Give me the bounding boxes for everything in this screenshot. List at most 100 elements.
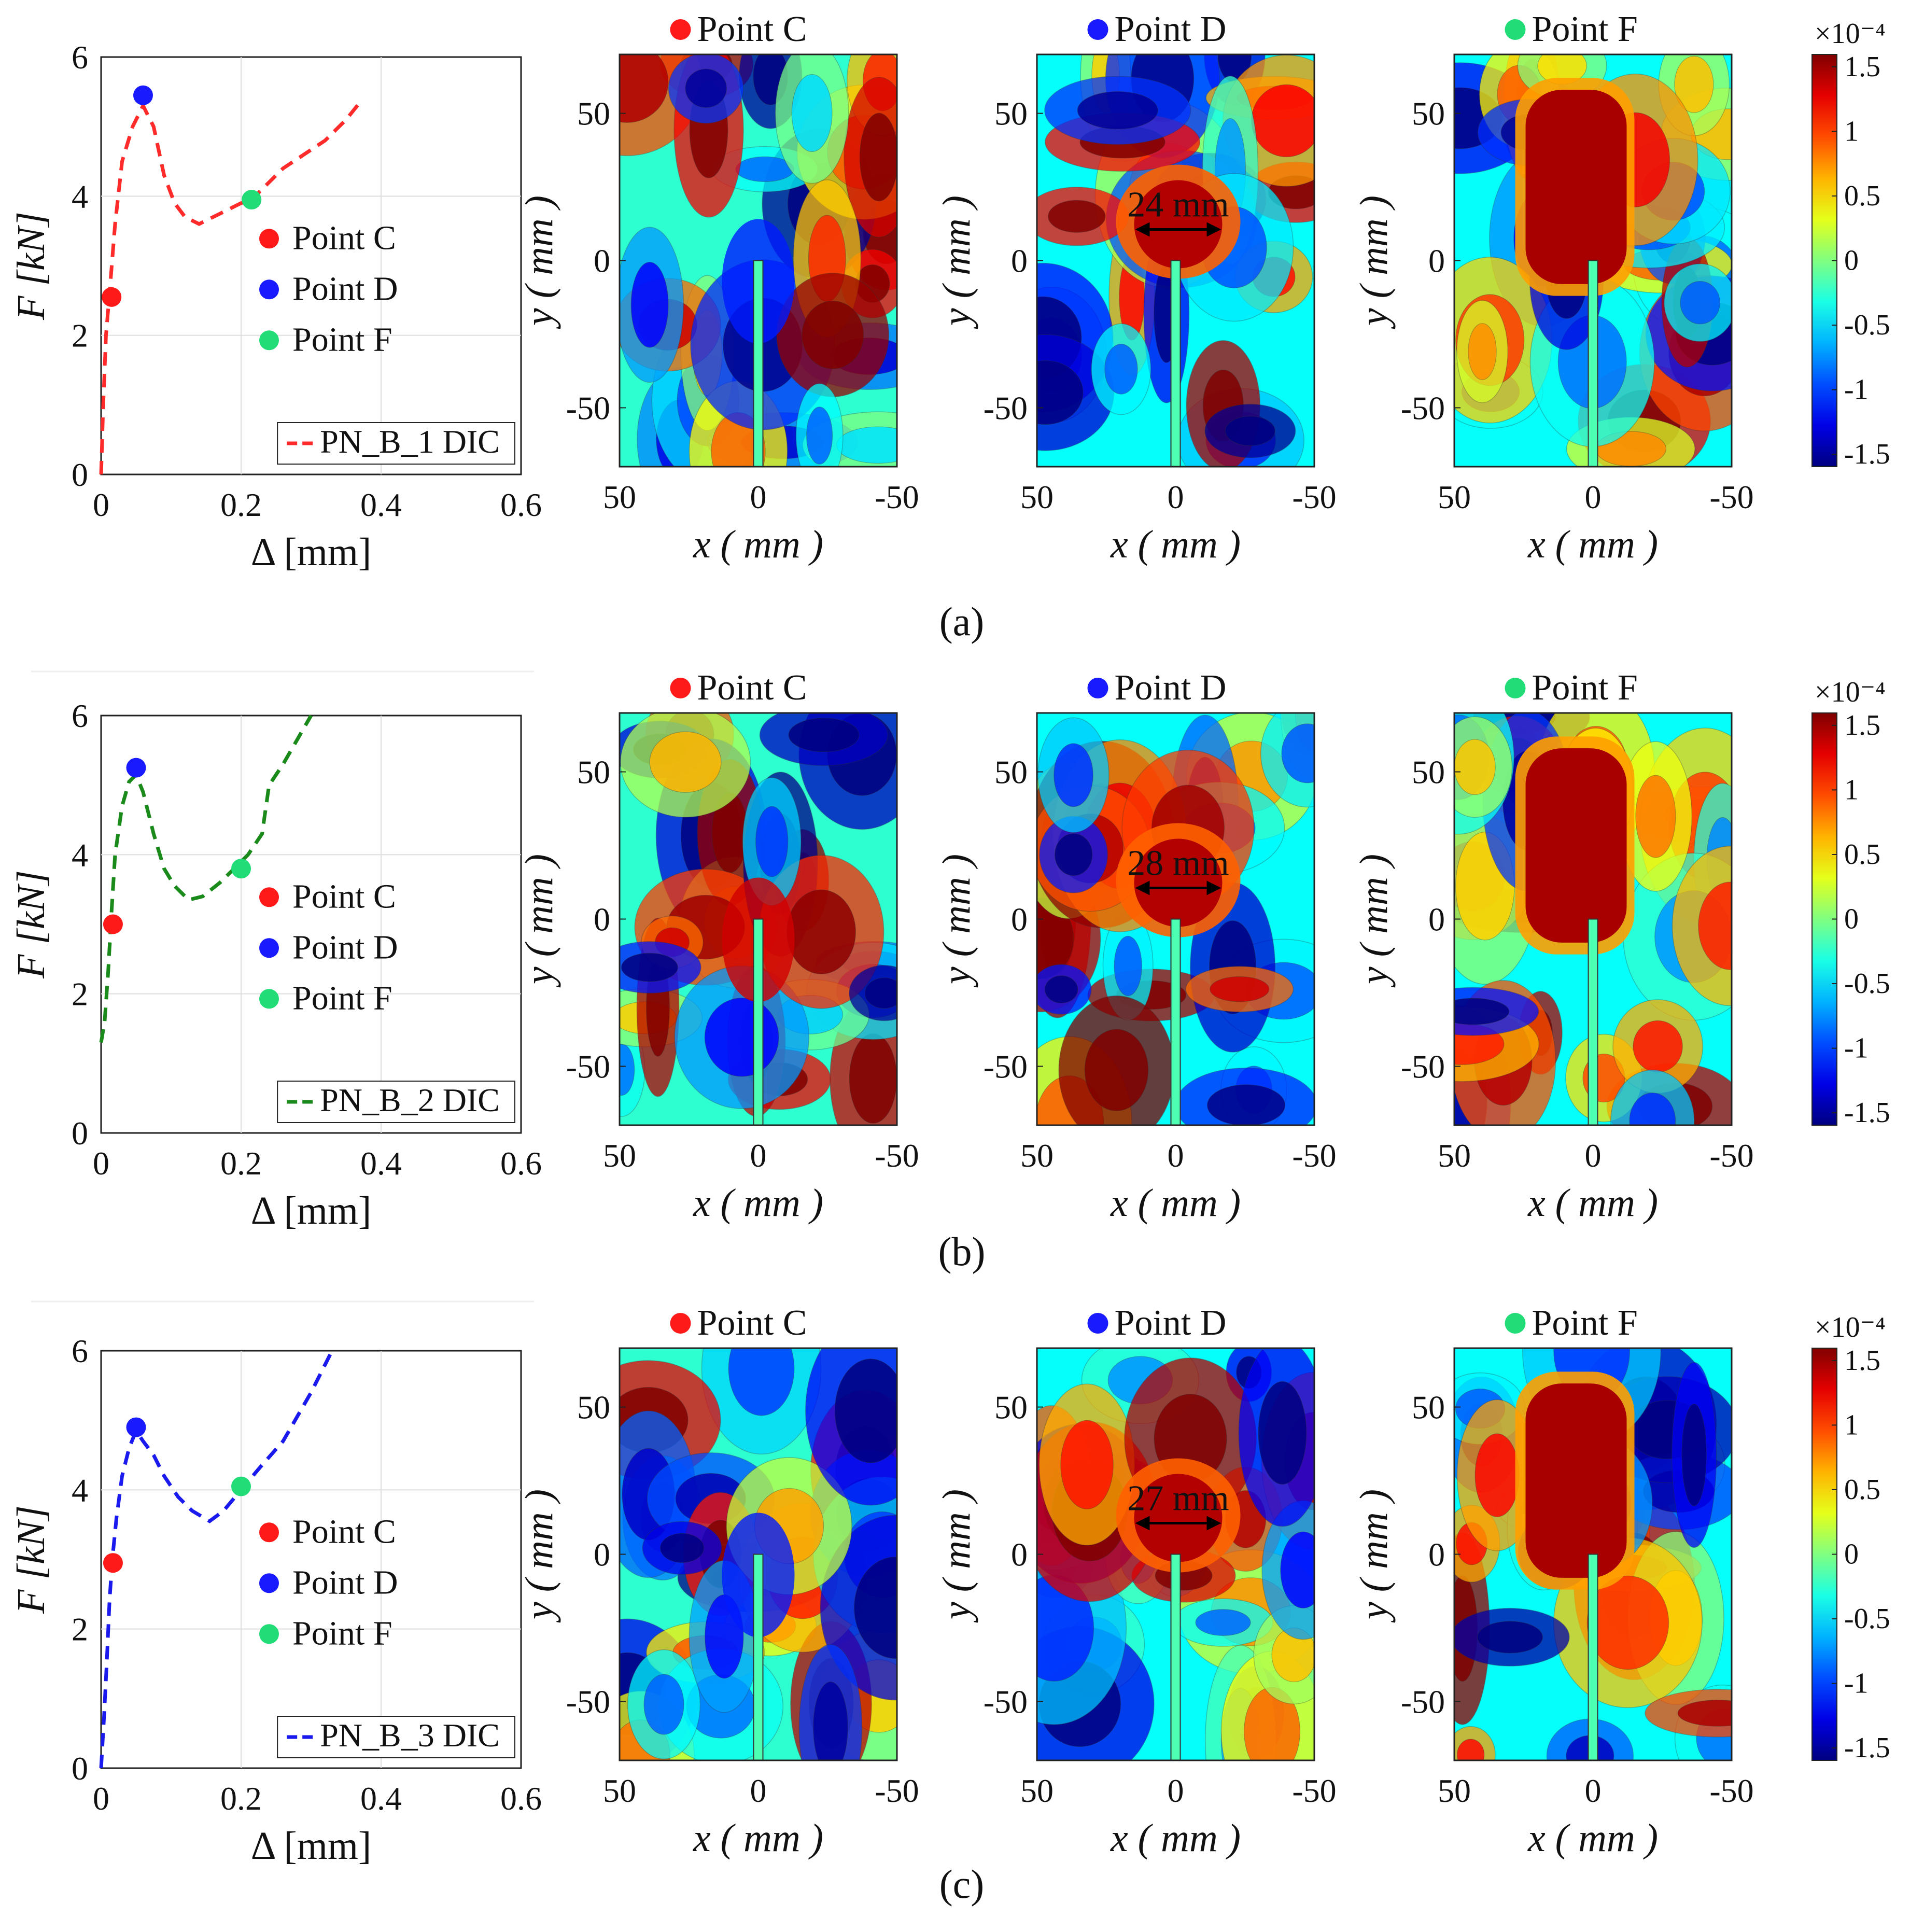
- contour-blob: [1048, 200, 1106, 233]
- legend-box: [277, 1716, 515, 1758]
- y-axis-label: F [kN]: [9, 212, 53, 320]
- colorbar: 1.5 1 0.5 0 -0.5 -1 -1.5 ×10⁻⁴: [1811, 676, 1890, 1129]
- plot-frame: [100, 1350, 522, 1769]
- x-axis-label: x ( mm ): [693, 523, 823, 566]
- contour-blob: [787, 889, 856, 975]
- x-axis-label: x ( mm ): [693, 1816, 823, 1860]
- y-tick-label: 0: [1428, 243, 1445, 279]
- contour-blob: [1635, 775, 1676, 858]
- y-tick-label: 2: [72, 1611, 88, 1648]
- x-tick-label: 0.2: [220, 1780, 262, 1817]
- plot-frame: [100, 715, 522, 1134]
- contour-blob: [1206, 1084, 1286, 1125]
- legend-label: Point D: [292, 928, 398, 966]
- contour-field: [1037, 54, 1314, 467]
- colorbar-tick-label: -0.5: [1844, 968, 1890, 1000]
- strain-contour-a-1: 50 0 -50 50 0 -50 x ( mm ) y ( mm ) Point C: [517, 9, 919, 566]
- contour-field: [1454, 54, 1732, 467]
- strain-contour-a-2: 50 0 -50 50 0 -50 x ( mm ) y ( mm ) Point D 24 mm: [935, 9, 1337, 566]
- y-tick-label: 50: [577, 1389, 610, 1426]
- y-axis-label: F [kN]: [9, 1505, 53, 1614]
- contour-blob: [1037, 360, 1084, 425]
- y-tick-label: 6: [72, 697, 88, 734]
- strain-zone: [1134, 838, 1223, 927]
- colorbar-tick-label: -1.5: [1844, 1732, 1890, 1764]
- x-tick-label: 50: [1020, 479, 1054, 515]
- title-marker: [1505, 19, 1526, 40]
- legend-label: Point C: [292, 877, 396, 915]
- x-tick-label: 0: [750, 1137, 767, 1174]
- contour-blob: [1084, 1029, 1149, 1112]
- y-tick-label: 50: [994, 1389, 1028, 1426]
- strain-zone: [1134, 180, 1223, 269]
- point-marker: [242, 190, 262, 210]
- x-axis-label: x ( mm ): [1110, 1181, 1241, 1225]
- colorbar-tick-label: 1: [1844, 115, 1859, 147]
- colorbar-tick-label: 0.5: [1844, 838, 1880, 871]
- y-tick-label: 0: [1428, 1536, 1445, 1573]
- contour-blob: [806, 407, 833, 465]
- x-tick-label: -50: [1709, 1772, 1753, 1809]
- x-axis-label: x ( mm ): [1110, 523, 1241, 566]
- y-tick-label: -50: [566, 389, 610, 426]
- y-tick-label: 0: [72, 1115, 88, 1152]
- contour-field: [1454, 713, 1732, 1125]
- legend-marker: [259, 229, 279, 249]
- y-tick-label: 0: [594, 243, 610, 279]
- x-tick-label: -50: [1292, 479, 1336, 515]
- x-axis-label: x ( mm ): [693, 1181, 823, 1225]
- legend-label: Point F: [292, 979, 392, 1017]
- y-axis-label: y ( mm ): [935, 854, 978, 988]
- x-tick-label: 50: [603, 479, 636, 515]
- legend-marker: [259, 279, 279, 300]
- x-tick-label: -50: [875, 479, 919, 515]
- colorbar-tick-label: 0.5: [1844, 1474, 1880, 1506]
- strain-zone: [1525, 748, 1627, 943]
- contour-field: [620, 713, 897, 1125]
- contour-blob: [1674, 55, 1714, 113]
- title-marker: [670, 1313, 691, 1334]
- y-tick-label: 0: [594, 901, 610, 938]
- title-marker: [1505, 1313, 1526, 1334]
- point-marker: [102, 287, 122, 307]
- y-tick-label: 50: [577, 95, 610, 132]
- contour-blob: [1477, 1621, 1543, 1654]
- y-axis-label: y ( mm ): [1352, 1489, 1396, 1623]
- y-tick-label: 50: [577, 754, 610, 791]
- contour-blob: [1454, 998, 1510, 1025]
- y-tick-label: 0: [1428, 901, 1445, 938]
- x-tick-label: 0: [93, 486, 109, 523]
- y-tick-label: -50: [984, 389, 1028, 426]
- colorbar-tick-label: 0: [1844, 1538, 1859, 1571]
- y-tick-label: 50: [1412, 95, 1445, 132]
- contour-blob: [1210, 976, 1270, 1002]
- x-tick-label: 0: [1585, 1137, 1602, 1174]
- x-tick-label: 0: [1585, 1772, 1602, 1809]
- contour-blob: [1251, 84, 1314, 158]
- contour-title: Point F: [1532, 668, 1638, 708]
- y-tick-label: 2: [72, 976, 88, 1013]
- y-tick-label: -50: [1401, 1683, 1445, 1720]
- contour-blob: [755, 806, 789, 877]
- x-tick-label: 0: [93, 1780, 109, 1817]
- contour-blob: [1225, 416, 1275, 446]
- title-marker: [1087, 1313, 1108, 1334]
- y-tick-label: 0: [72, 1750, 88, 1787]
- x-tick-label: 50: [1020, 1772, 1054, 1809]
- x-tick-label: 50: [603, 1137, 636, 1174]
- y-axis-label: y ( mm ): [935, 195, 978, 329]
- contour-field: [620, 1348, 897, 1760]
- measure-arrowhead: [1206, 1516, 1221, 1531]
- strain-zone: [1525, 1383, 1627, 1578]
- y-axis-label: y ( mm ): [517, 1489, 561, 1623]
- plot-frame: [100, 56, 522, 475]
- title-marker: [1505, 678, 1526, 698]
- contour-title: Point C: [697, 9, 807, 49]
- notch: [1170, 1553, 1181, 1760]
- contour-title: Point D: [1115, 668, 1227, 708]
- contour-blob: [1044, 975, 1078, 1004]
- contour-field: [1037, 713, 1314, 1125]
- notch: [1170, 918, 1181, 1125]
- legend-label: Point C: [292, 219, 396, 257]
- point-marker: [126, 758, 146, 778]
